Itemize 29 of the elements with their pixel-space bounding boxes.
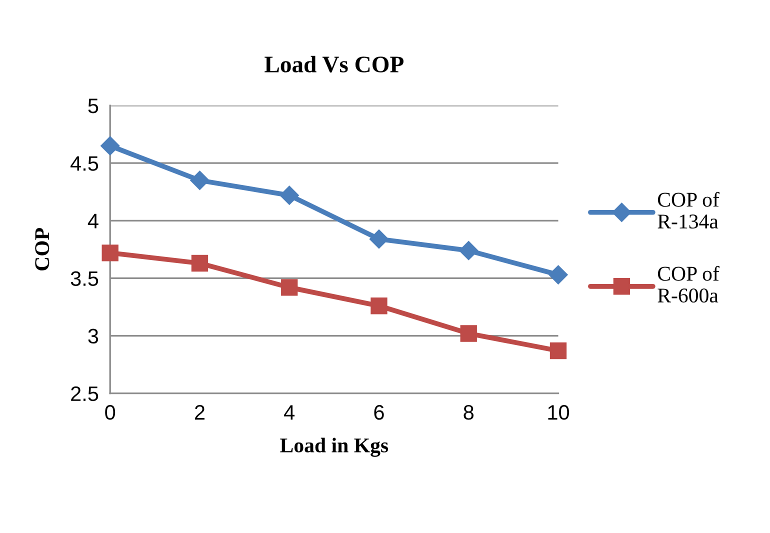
point [190,170,210,190]
y-tick-label: 2.5 [71,386,98,402]
x-tick-label: 6 [374,405,384,420]
x-tick-label: 4 [284,405,295,420]
x-axis-title: Load in Kgs [280,438,388,457]
chart-title: Load Vs COP [264,56,404,73]
point [280,186,299,205]
y-tick-label: 3 [88,328,98,344]
x-tick-label: 8 [464,405,474,420]
y-tick-label: 3.5 [70,271,98,286]
legend-label: COP of R-600a [658,266,720,303]
x-tick-label: 0 [105,405,116,420]
x-tick-label: 10 [548,405,570,420]
y-tick-label: 4 [88,214,98,228]
point [550,342,567,360]
point [102,244,118,262]
point [459,241,478,260]
legend-label: COP of R-134a [658,192,720,229]
y-tick-label: 4.5 [70,156,98,171]
point [370,298,388,314]
y-tick-label: 5 [88,98,98,114]
point [369,230,389,249]
x-tick-label: 2 [194,405,204,420]
point [191,254,208,272]
point [281,279,298,296]
y-axis-title: COP [35,228,50,270]
point [100,136,120,156]
point [548,265,568,284]
point [460,325,477,342]
